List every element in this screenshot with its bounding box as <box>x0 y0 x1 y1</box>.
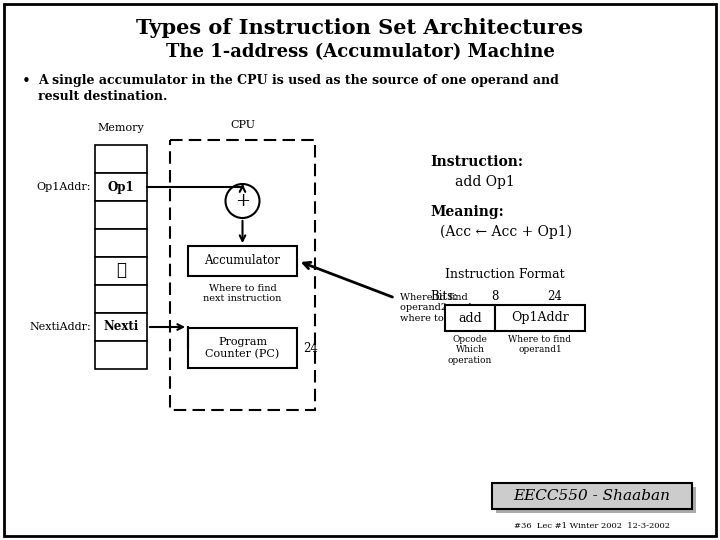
Bar <box>95 173 147 201</box>
Text: 24: 24 <box>548 290 562 303</box>
Bar <box>492 483 692 509</box>
Text: 8: 8 <box>491 290 499 303</box>
Text: #36  Lec #1 Winter 2002  12-3-2002: #36 Lec #1 Winter 2002 12-3-2002 <box>514 522 670 530</box>
Text: Where to find
operand2, and
where to put result: Where to find operand2, and where to put… <box>400 293 495 323</box>
Text: Bits:: Bits: <box>430 290 457 303</box>
Text: •: • <box>22 74 31 89</box>
Text: add Op1: add Op1 <box>455 175 515 189</box>
Text: Instruction:: Instruction: <box>430 155 523 169</box>
Text: ⋮: ⋮ <box>116 262 126 280</box>
Text: Types of Instruction Set Architectures: Types of Instruction Set Architectures <box>137 18 583 38</box>
Text: EECC550 - Shaaban: EECC550 - Shaaban <box>513 489 670 503</box>
Bar <box>95 229 147 257</box>
Text: Op1: Op1 <box>108 180 135 193</box>
Text: 24: 24 <box>303 341 318 354</box>
Text: Accumulator: Accumulator <box>204 254 281 267</box>
Text: A single accumulator in the CPU is used as the source of one operand and: A single accumulator in the CPU is used … <box>38 74 559 87</box>
Text: CPU: CPU <box>230 120 255 130</box>
Text: The 1-address (Accumulator) Machine: The 1-address (Accumulator) Machine <box>166 43 554 61</box>
Bar <box>95 285 147 313</box>
Text: +: + <box>235 192 250 210</box>
Bar <box>170 140 315 410</box>
Bar <box>496 487 696 513</box>
Bar <box>95 201 147 229</box>
Text: Instruction Format: Instruction Format <box>445 268 564 281</box>
Text: Op1Addr:: Op1Addr: <box>37 182 91 192</box>
Text: result destination.: result destination. <box>38 90 167 103</box>
Text: Opcode
Which
operation: Opcode Which operation <box>448 335 492 365</box>
Text: Program
Counter (PC): Program Counter (PC) <box>205 337 279 359</box>
Bar <box>95 313 147 341</box>
Bar <box>95 257 147 285</box>
Text: (Acc ← Acc + Op1): (Acc ← Acc + Op1) <box>440 225 572 239</box>
Text: NextiAddr:: NextiAddr: <box>30 322 91 332</box>
Text: Where to find
operand1: Where to find operand1 <box>508 335 572 354</box>
Bar <box>95 145 147 173</box>
Text: Memory: Memory <box>98 123 145 133</box>
Bar <box>95 341 147 369</box>
Text: add: add <box>458 312 482 325</box>
Text: Meaning:: Meaning: <box>430 205 504 219</box>
Bar <box>445 305 495 331</box>
Text: Op1Addr: Op1Addr <box>511 312 569 325</box>
Bar <box>188 328 297 368</box>
Text: Where to find
next instruction: Where to find next instruction <box>203 284 282 303</box>
Bar <box>188 246 297 276</box>
Text: Nexti: Nexti <box>103 321 139 334</box>
Bar <box>495 305 585 331</box>
Circle shape <box>225 184 259 218</box>
